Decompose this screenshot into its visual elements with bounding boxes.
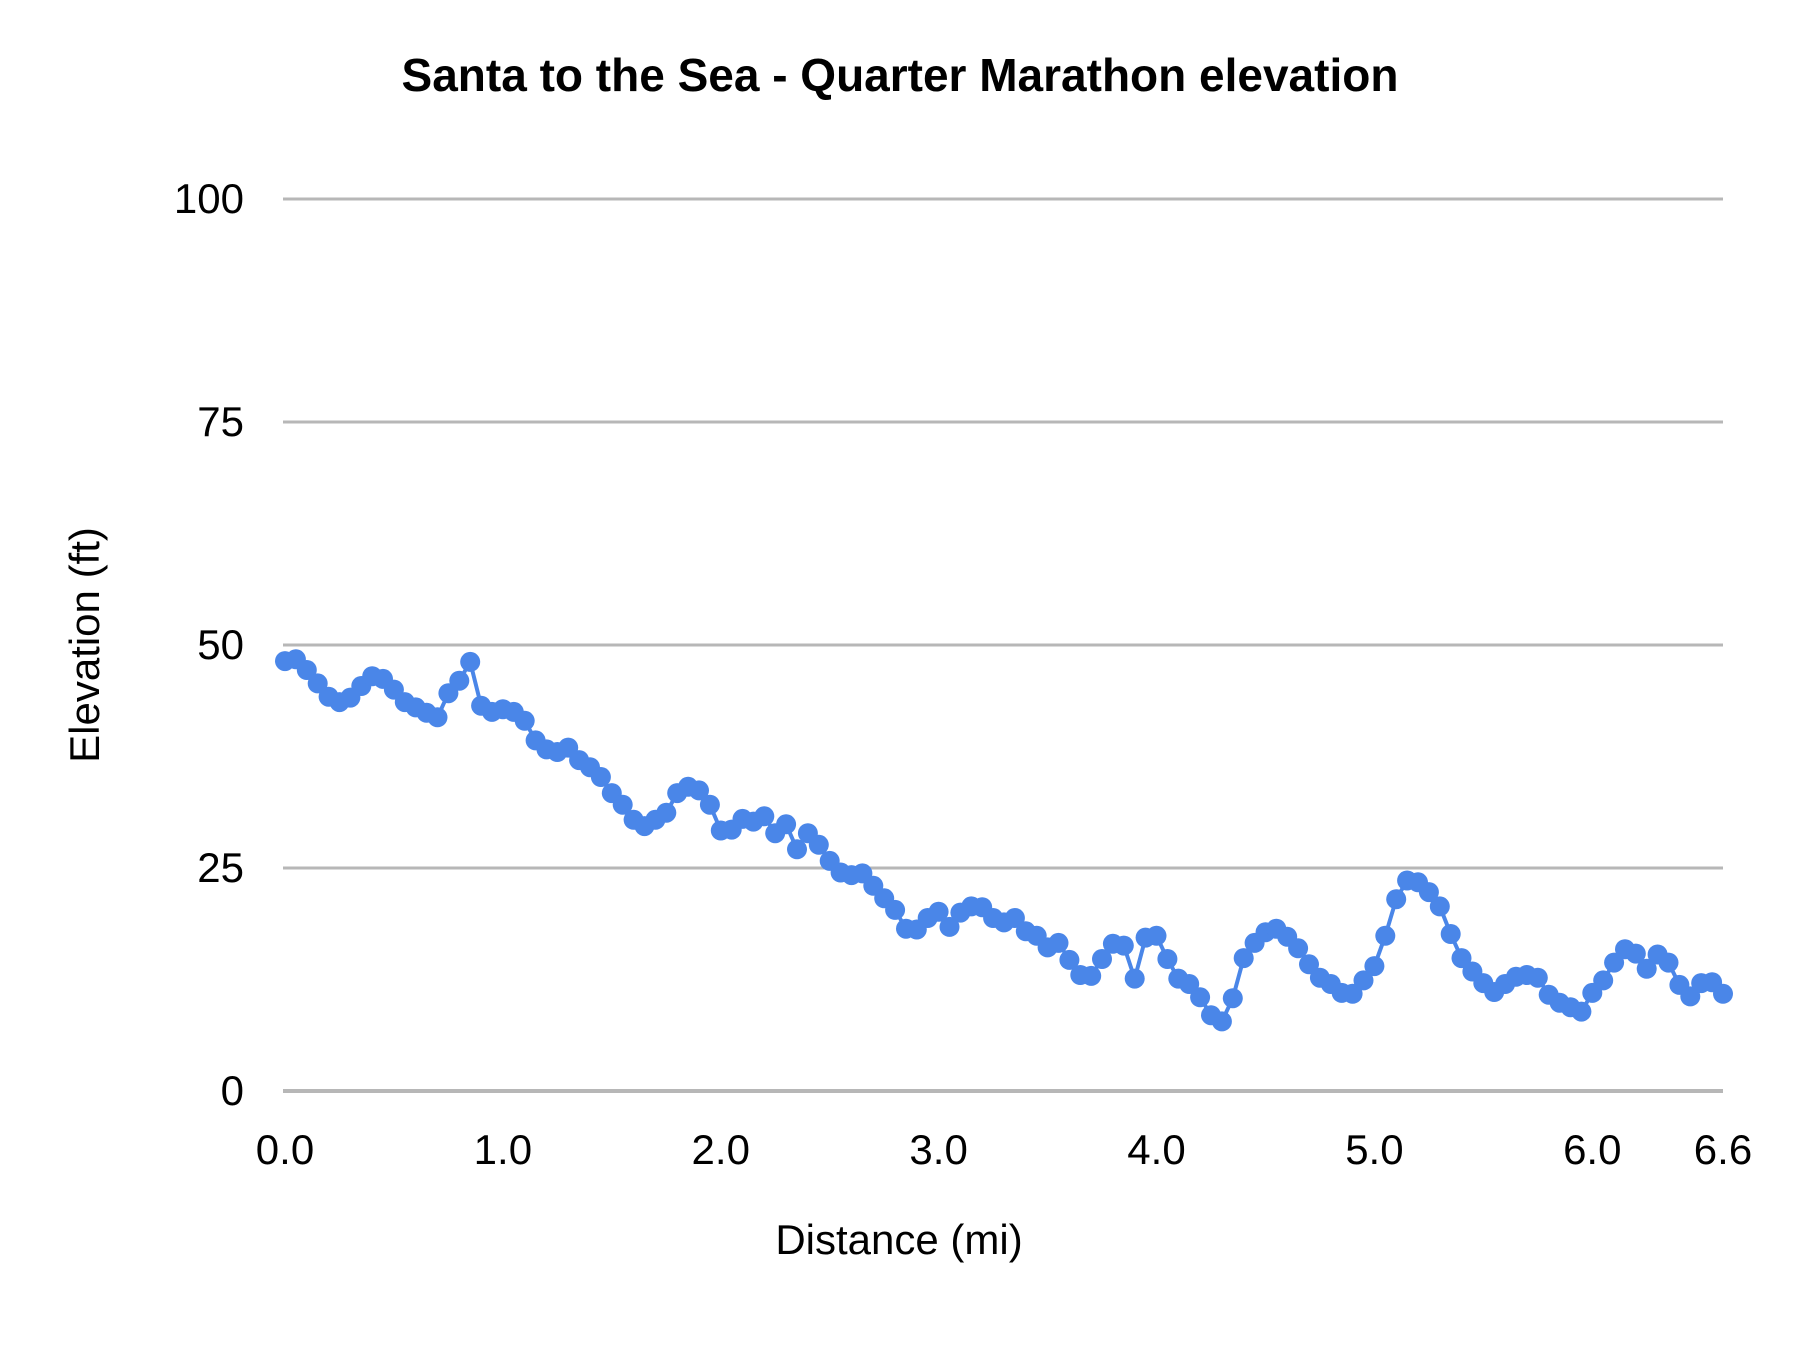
gridlines xyxy=(283,197,1723,1093)
data-point xyxy=(1451,948,1472,969)
data-point xyxy=(612,794,633,815)
data-point xyxy=(1364,956,1385,977)
data-point xyxy=(689,780,709,801)
data-point xyxy=(1593,970,1614,991)
data-point xyxy=(1059,949,1080,970)
data-point xyxy=(1527,967,1548,988)
y-tick-label: 100 xyxy=(173,175,244,222)
elevation-series xyxy=(275,649,1733,1032)
data-point xyxy=(787,839,807,860)
y-tick-label: 50 xyxy=(197,621,244,668)
data-point xyxy=(1092,949,1112,969)
data-point xyxy=(307,673,328,694)
data-point xyxy=(1211,1011,1232,1032)
x-tick-label: 3.0 xyxy=(909,1126,968,1173)
data-point xyxy=(1048,932,1069,953)
data-point xyxy=(1636,958,1657,979)
x-tick-label: 6.6 xyxy=(1693,1126,1753,1173)
data-point xyxy=(514,710,535,731)
data-point xyxy=(939,916,960,937)
data-point xyxy=(1625,943,1646,964)
data-point xyxy=(808,834,829,855)
data-point xyxy=(1004,908,1025,928)
data-point xyxy=(1342,983,1363,1004)
data-point xyxy=(590,767,611,787)
data-point xyxy=(1081,965,1102,986)
data-point xyxy=(656,802,677,823)
y-tick-label: 0 xyxy=(220,1067,244,1114)
data-point xyxy=(1179,974,1200,994)
data-point xyxy=(460,651,481,672)
data-point xyxy=(1288,938,1309,959)
data-point xyxy=(1418,882,1439,903)
data-point xyxy=(1222,988,1243,1009)
data-point xyxy=(1386,889,1407,910)
x-axis-title: Distance (mi) xyxy=(775,1216,1023,1263)
data-point xyxy=(1157,949,1178,969)
data-point xyxy=(296,660,317,680)
x-tick-label: 2.0 xyxy=(691,1126,750,1173)
data-point xyxy=(1299,954,1319,975)
data-point xyxy=(699,794,720,815)
x-tick-label: 0.0 xyxy=(255,1126,315,1173)
data-point xyxy=(1375,925,1396,946)
data-point xyxy=(1713,983,1733,1004)
data-point xyxy=(1658,952,1679,973)
data-point xyxy=(1604,952,1625,973)
data-point xyxy=(427,707,448,728)
data-point xyxy=(1571,1001,1592,1022)
data-point xyxy=(1124,968,1145,989)
x-tick-label: 4.0 xyxy=(1127,1126,1186,1173)
data-point xyxy=(1680,986,1701,1007)
y-tick-label: 25 xyxy=(197,844,244,891)
data-point xyxy=(1353,970,1374,991)
data-point xyxy=(776,814,797,835)
x-tick-label: 5.0 xyxy=(1345,1126,1404,1173)
data-point xyxy=(754,806,775,827)
data-point xyxy=(1440,924,1461,944)
data-point xyxy=(1233,948,1254,969)
chart-title: Santa to the Sea - Quarter Marathon elev… xyxy=(401,49,1399,101)
data-point xyxy=(449,670,470,691)
data-point xyxy=(928,901,949,922)
data-point xyxy=(1190,987,1211,1008)
data-point xyxy=(1146,925,1167,946)
x-tick-label: 6.0 xyxy=(1563,1126,1622,1173)
data-point xyxy=(1113,935,1134,956)
data-point xyxy=(885,899,906,920)
x-tick-label: 1.0 xyxy=(473,1126,533,1173)
y-tick-label: 75 xyxy=(197,398,244,445)
data-point xyxy=(1429,896,1450,917)
